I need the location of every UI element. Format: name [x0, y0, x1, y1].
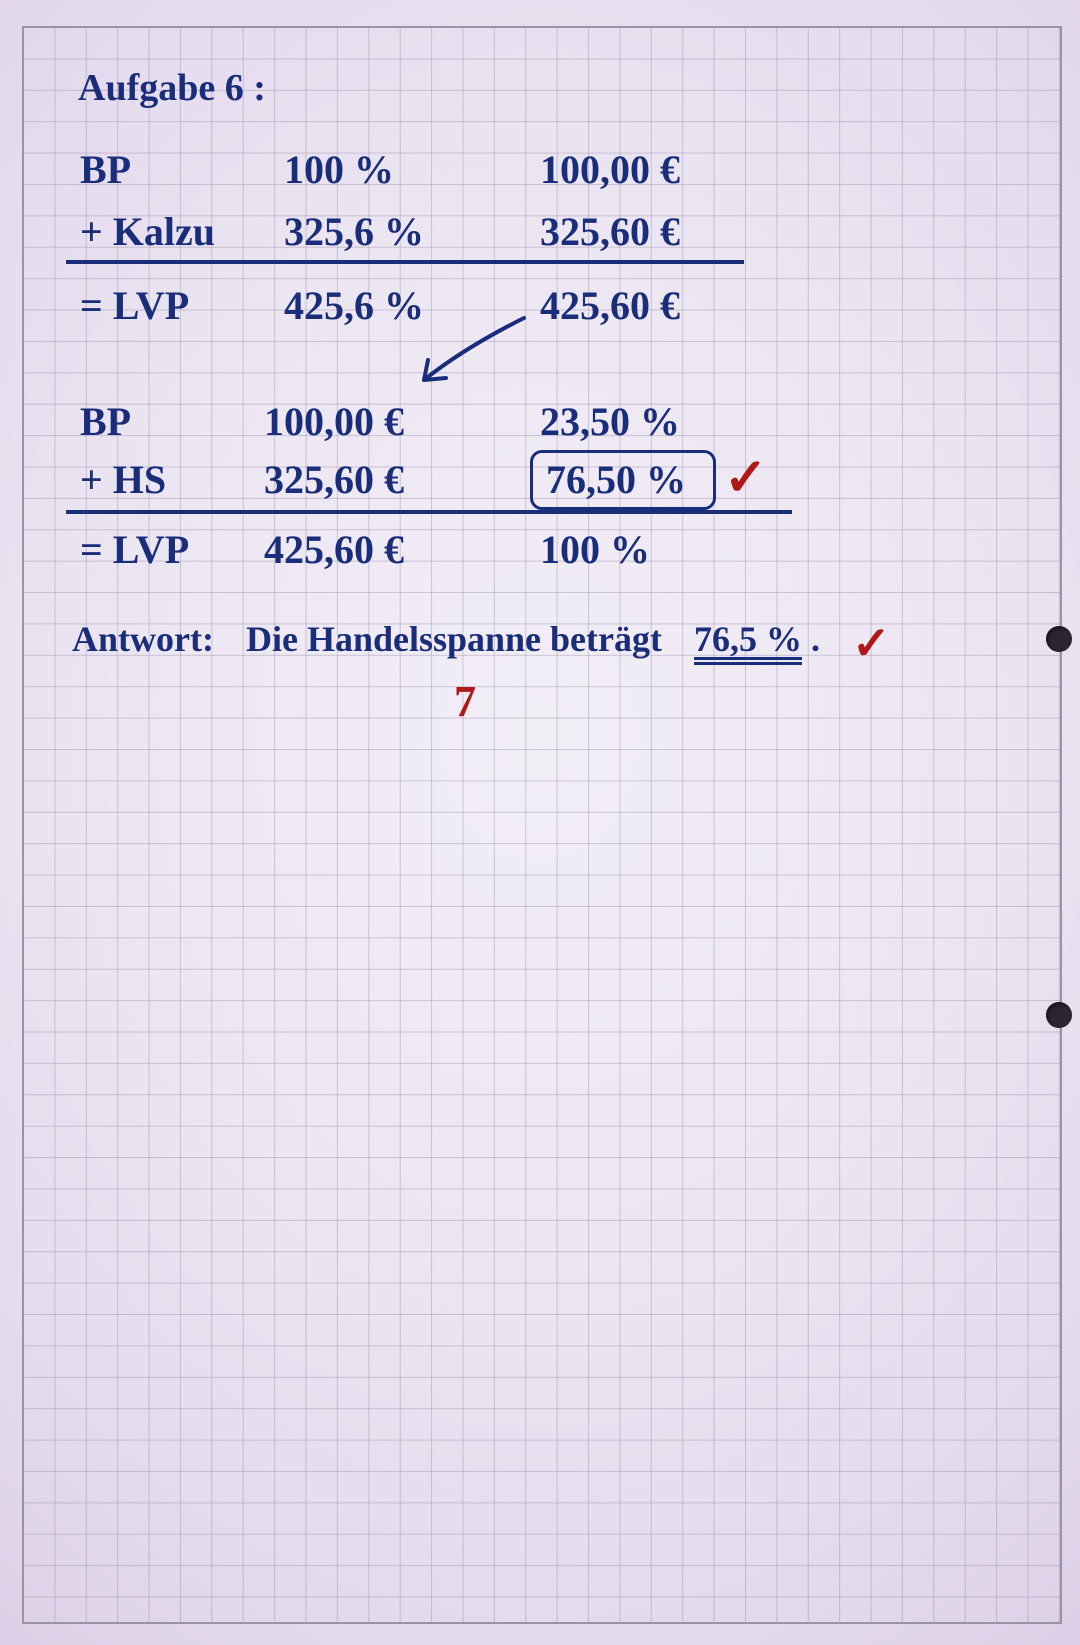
t2-r2-label: = LVP	[80, 526, 189, 573]
t2-r2-col3: 100 %	[540, 526, 650, 573]
punch-hole-icon	[1046, 626, 1072, 652]
answer-text: Die Handelsspanne beträgt	[246, 619, 662, 659]
t2-r1-label: + HS	[80, 456, 166, 503]
arrow-icon	[404, 318, 544, 398]
answer-line: Antwort: Die Handelsspanne beträgt 76,5 …	[72, 618, 820, 660]
t2-r0-col3: 23,50 %	[540, 398, 680, 445]
t2-r1-col2: 325,60 €	[264, 456, 404, 503]
answer-value: 76,5 %	[694, 619, 802, 659]
t1-r2-col3: 425,60 €	[540, 282, 680, 329]
result-box	[530, 450, 716, 510]
t1-r1-label: + Kalzu	[80, 208, 215, 255]
t1-r1-col3: 325,60 €	[540, 208, 680, 255]
t2-r0-label: BP	[80, 398, 131, 445]
checkmark-icon: ✓	[724, 448, 768, 508]
t1-rule	[66, 260, 744, 264]
t1-r1-col2: 325,6 %	[284, 208, 424, 255]
t1-r2-col2: 425,6 %	[284, 282, 424, 329]
graph-paper: Aufgabe 6 : BP 100 % 100,00 € + Kalzu 32…	[22, 26, 1062, 1624]
answer-label: Antwort:	[72, 619, 214, 659]
t1-r2-label: = LVP	[80, 282, 189, 329]
t2-r2-col2: 425,60 €	[264, 526, 404, 573]
score-mark: 7	[454, 676, 476, 727]
t1-r0-col2: 100 %	[284, 146, 394, 193]
exercise-title: Aufgabe 6 :	[78, 66, 266, 110]
checkmark-icon: ✓	[852, 616, 891, 670]
t2-r0-col2: 100,00 €	[264, 398, 404, 445]
answer-dot: .	[811, 619, 820, 659]
punch-hole-icon	[1046, 1002, 1072, 1028]
t1-r0-col3: 100,00 €	[540, 146, 680, 193]
t1-r0-label: BP	[80, 146, 131, 193]
t2-rule	[66, 510, 792, 514]
